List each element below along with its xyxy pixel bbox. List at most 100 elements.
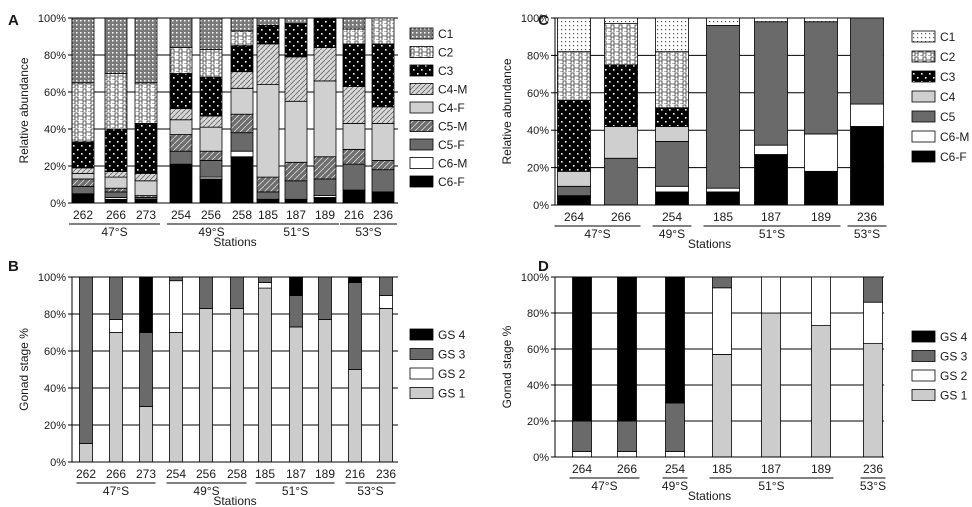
y-tick-label: 60% [44,346,66,358]
bar-segment [284,23,308,58]
legend-label: GS 4 [438,328,466,342]
bar-segment [811,276,831,326]
x-tick-label: 216 [345,467,365,481]
x-tick-label: 185 [713,210,733,224]
legend-swatch [911,70,936,83]
bar-segment [655,51,689,109]
bar-segment [230,308,244,463]
bar-segment [104,128,128,172]
bar-segment [604,17,638,25]
bar-segment [139,276,153,333]
bar-segment [284,56,308,102]
legend-label: C4-M [438,83,467,97]
bar-segment [256,43,280,86]
bar-segment [371,169,395,193]
bar-segment [850,17,884,105]
bar-segment [284,180,308,200]
bar-segment [134,198,158,204]
bar-segment [706,187,740,193]
x-tick-label: 256 [201,208,221,222]
bar-segment [169,108,193,121]
group-label: 53°S [854,227,880,241]
legend-label: C6-F [438,175,465,189]
y-tick-label: 60% [44,87,66,99]
legend-swatch [409,348,434,360]
bar-segment [230,132,254,152]
bar-segment [169,332,183,463]
bar-segment [557,99,591,172]
x-axis-title: Stations [213,235,256,249]
bar-segment [230,150,254,158]
bar-segment [71,167,95,174]
bar-segment [655,141,689,187]
bar-segment [557,195,591,206]
y-tick-label: 20% [44,161,66,173]
bar-segment [169,134,193,152]
bar-segment [169,17,193,49]
legend-label: C2 [940,50,956,64]
bar-segment [754,17,788,23]
legend-label: GS 2 [438,367,466,381]
bar-segment [761,276,781,314]
y-tick-label: 60% [527,88,549,100]
bar-segment [371,106,395,124]
x-tick-label: 236 [863,462,883,476]
legend-swatch [911,389,936,401]
bar-segment [665,451,685,458]
bar-segment [230,156,254,204]
legend-label: C3 [940,70,956,84]
y-axis-title: Relative abundance [17,57,31,163]
x-tick-label: 236 [373,208,393,222]
bar-segment [804,170,838,206]
x-tick-label: 256 [196,467,216,481]
legend-swatch [911,130,936,143]
bar-segment [379,308,393,463]
legend-swatch [911,330,936,343]
x-tick-label: 236 [857,210,877,224]
legend-label: GS 4 [940,330,968,344]
bar-segment [348,276,362,283]
y-tick-label: 100% [38,272,66,284]
legend-swatch [911,30,936,43]
panel-letter: B [8,258,19,275]
legend-label: C5-M [438,120,467,134]
legend-label: GS 1 [940,389,968,403]
bar-segment [104,187,128,193]
bar-segment [342,189,366,204]
bar-segment [811,325,831,458]
bar-segment [258,287,272,463]
bar-segment [371,191,395,204]
bar-segment [104,198,128,204]
legend-swatch [409,367,434,380]
group-label: 47°S [591,479,617,493]
bar-segment [313,47,337,82]
group-label: 47°S [584,227,610,241]
y-tick-label: 40% [527,125,549,137]
bar-segment [342,86,366,124]
bar-segment [256,84,280,178]
bar-segment [139,406,153,463]
bar-segment [617,420,637,453]
x-tick-label: 266 [617,462,637,476]
bar-segment [230,17,254,32]
legend-swatch [409,138,434,151]
bar-segment [230,71,254,89]
bar-segment [604,64,638,127]
panel-letter: D [538,258,549,275]
legend-swatch [911,350,936,362]
bar-segment [348,282,362,370]
group-label: 49°S [659,227,685,241]
bar-segment [804,133,838,172]
group-label: 53°S [355,225,381,239]
bar-segment [199,308,213,463]
bar-segment [655,191,689,206]
x-tick-label: 185 [258,208,278,222]
bar-segment [557,51,591,101]
bar-segment [850,126,884,206]
y-tick-label: 60% [527,344,549,356]
bar-segment [199,150,223,161]
bar-segment [342,148,366,165]
bar-segment [169,150,193,165]
y-tick-label: 80% [527,50,549,62]
bar-segment [371,160,395,171]
